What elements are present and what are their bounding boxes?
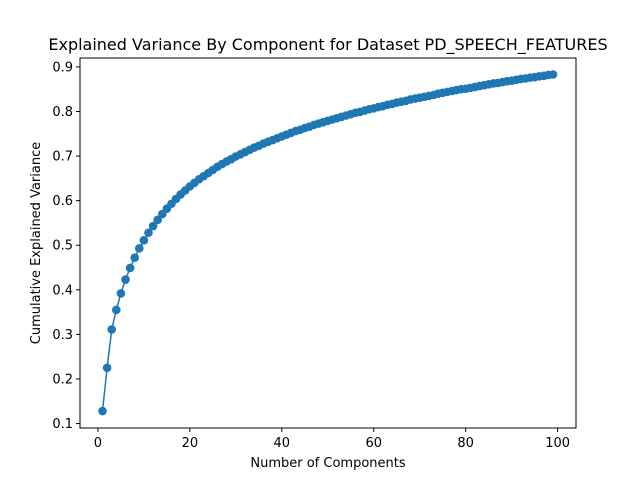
data-point: [134, 244, 144, 253]
y-tick-label: 0.7: [52, 150, 73, 165]
data-point: [102, 363, 112, 373]
y-tick-label: 0.3: [52, 328, 73, 343]
x-axis: 0 20 40 60 80 100: [94, 428, 570, 451]
y-axis-label: Cumulative Explained Variance: [29, 142, 44, 344]
x-tick-label: 0: [94, 436, 102, 451]
x-axis-label: Number of Components: [250, 456, 405, 471]
y-tick-label: 0.5: [52, 239, 73, 254]
data-point: [144, 228, 153, 238]
y-tick-label: 0.8: [52, 105, 73, 120]
data-point: [139, 236, 149, 245]
x-tick-label: 40: [274, 436, 291, 451]
x-tick-label: 60: [365, 436, 382, 451]
y-tick-label: 0.2: [52, 372, 73, 387]
x-tick-label: 20: [182, 436, 199, 451]
chart-title: Explained Variance By Component for Data…: [48, 35, 607, 55]
x-tick-label: 100: [545, 436, 570, 451]
plot-frame: [79, 57, 577, 429]
data-point: [121, 275, 130, 284]
y-tick-label: 0.9: [52, 60, 73, 75]
data-point: [125, 263, 135, 273]
data-point: [148, 221, 158, 231]
y-tick-label: 0.6: [52, 194, 73, 209]
y-axis: 0.1 0.2 0.3 0.4 0.5 0.6 0.7 0.8 0.9: [52, 60, 80, 432]
data-point: [107, 325, 117, 334]
data-point: [116, 289, 126, 298]
data-point: [153, 215, 162, 225]
data-point: [130, 253, 140, 263]
data-point: [112, 305, 121, 315]
x-tick-label: 80: [457, 436, 474, 451]
y-tick-label: 0.4: [52, 283, 73, 298]
data-point: [98, 406, 107, 416]
y-tick-label: 0.1: [52, 417, 73, 432]
data-point: [548, 70, 558, 79]
plot-area: [98, 70, 558, 416]
